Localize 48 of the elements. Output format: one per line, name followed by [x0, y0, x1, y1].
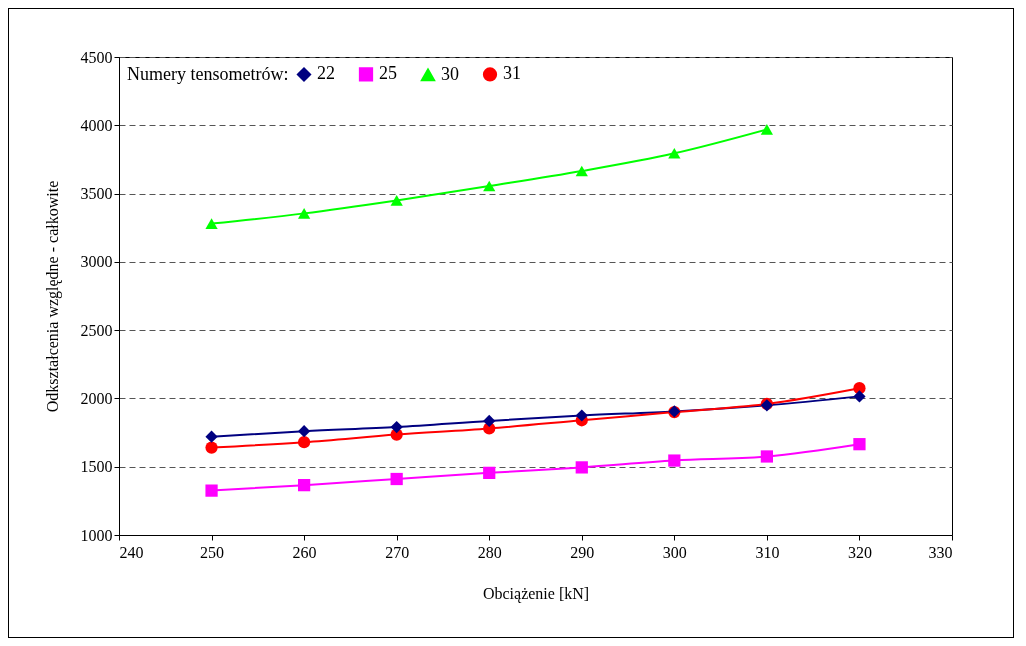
x-tick-label: 250 [200, 543, 225, 561]
x-tick-label: 330 [928, 543, 953, 561]
point [575, 165, 588, 177]
x-tick-label: 290 [570, 543, 595, 561]
point [668, 454, 681, 467]
point [760, 450, 774, 463]
y-tick-label: 4500 [80, 48, 113, 66]
point [297, 436, 311, 449]
y-tick-label: 2000 [80, 389, 113, 407]
y-tick-label: 4000 [80, 116, 113, 134]
point [297, 208, 311, 219]
y-tick-label: 3000 [80, 253, 113, 271]
y-tick-label: 2500 [80, 321, 113, 339]
point [853, 438, 866, 451]
point [205, 441, 218, 454]
x-tick-label: 280 [477, 543, 502, 561]
x-axis-title: Obciążenie [kN] [482, 584, 590, 603]
legend-label: 25 [379, 63, 397, 84]
point [668, 147, 681, 159]
legend-label: 22 [317, 63, 335, 84]
point [205, 430, 218, 443]
point [575, 461, 588, 474]
x-tick-label: 270 [385, 543, 410, 561]
point [575, 409, 588, 422]
legend-label: 31 [503, 63, 521, 84]
legend-label: 30 [441, 63, 459, 84]
point [390, 420, 403, 434]
x-tick-label: 300 [662, 543, 687, 561]
point [205, 484, 218, 497]
point [483, 466, 496, 479]
point [483, 180, 496, 192]
y-tick-label: 1500 [80, 458, 113, 476]
legend-title: Numery tensometrów: [127, 64, 289, 84]
point [297, 479, 311, 492]
point [760, 124, 774, 135]
y-tick-label: 3500 [80, 185, 113, 203]
point [297, 425, 311, 438]
y-tick-label: 1000 [80, 526, 113, 544]
point [853, 390, 866, 403]
x-tick-label: 310 [755, 543, 780, 561]
y-axis-title: Odkształcenia względne - całkowite [43, 180, 62, 413]
x-tick-label: 320 [847, 543, 872, 561]
point [483, 414, 496, 428]
point [390, 472, 403, 486]
point [390, 195, 403, 206]
x-tick-label: 260 [292, 543, 317, 561]
point [205, 218, 218, 229]
x-tick-label: 240 [119, 543, 144, 561]
